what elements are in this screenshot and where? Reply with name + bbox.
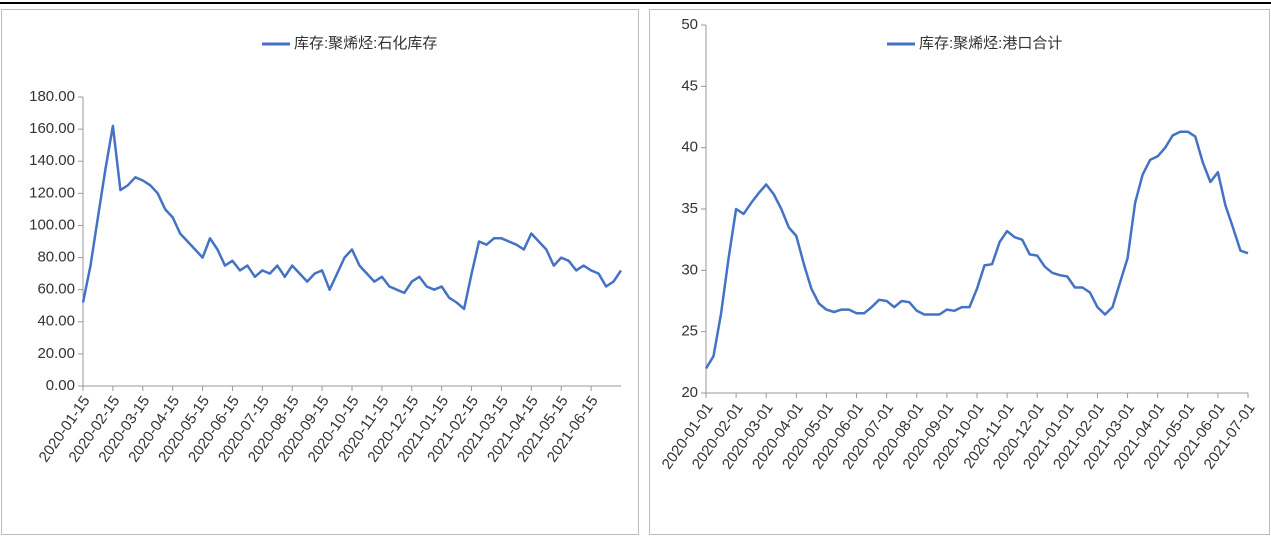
y-tick-label: 140.00 bbox=[29, 152, 75, 169]
line-series bbox=[81, 124, 623, 311]
y-tick-label: 120.00 bbox=[29, 184, 75, 201]
y-tick-label: 180.00 bbox=[29, 88, 75, 105]
y-tick-label: 30 bbox=[681, 261, 698, 278]
y-tick-label: 25 bbox=[681, 323, 698, 340]
right-panel bbox=[649, 9, 1270, 535]
y-tick-label: 40.00 bbox=[37, 313, 75, 330]
y-tick-label: 50 bbox=[681, 16, 698, 33]
y-tick-label: 160.00 bbox=[29, 120, 75, 137]
y-tick-label: 60.00 bbox=[37, 281, 75, 298]
line-series bbox=[704, 130, 1249, 370]
legend-label: 库存:聚烯烃:港口合计 bbox=[919, 35, 1062, 52]
y-tick-label: 40 bbox=[681, 139, 698, 156]
y-tick-label: 20 bbox=[681, 384, 698, 401]
y-tick-label: 80.00 bbox=[37, 249, 75, 266]
left-panel bbox=[1, 9, 639, 535]
y-tick-label: 100.00 bbox=[29, 216, 75, 233]
y-tick-label: 45 bbox=[681, 77, 698, 94]
y-tick-label: 20.00 bbox=[37, 345, 75, 362]
legend-label: 库存:聚烯烃:石化库存 bbox=[294, 35, 437, 52]
y-tick-label: 35 bbox=[681, 200, 698, 217]
y-tick-label: 0.00 bbox=[46, 377, 75, 394]
